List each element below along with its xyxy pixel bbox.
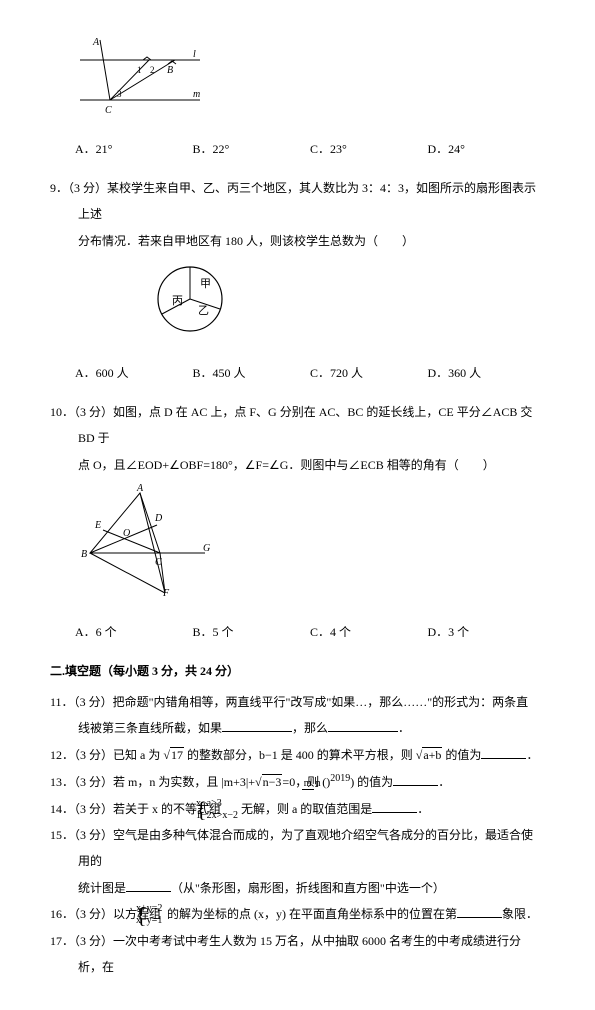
svg-text:甲: 甲 <box>200 278 211 290</box>
svg-text:O: O <box>123 528 130 539</box>
svg-text:C: C <box>155 557 162 568</box>
q10-opt-d: D．3 个 <box>428 619 546 645</box>
svg-text:1: 1 <box>137 65 142 75</box>
svg-text:3: 3 <box>117 89 122 99</box>
svg-text:乙: 乙 <box>198 304 209 317</box>
svg-text:A: A <box>136 483 144 494</box>
svg-text:D: D <box>154 513 163 524</box>
q9-opt-b: B．450 人 <box>193 360 311 386</box>
q14-line: 14．（3 分）若关于 x 的不等式组 {x−a>31−2x>x−2 无解，则 … <box>50 796 545 822</box>
q8-figure: A B C l m 1 2 3 <box>75 35 545 124</box>
q9-line1: 9．（3 分）某校学生来自甲、乙、丙三个地区，其人数比为 3：4：3，如图所示的… <box>50 175 545 228</box>
q8-opt-c: C．23° <box>310 136 428 162</box>
q11-line2: 线被第三条直线所截，如果，那么． <box>50 715 545 741</box>
q8-opt-a: A．21° <box>75 136 193 162</box>
q9-opt-d: D．360 人 <box>428 360 546 386</box>
q10-opt-c: C．4 个 <box>310 619 428 645</box>
q11-blank2 <box>328 719 398 732</box>
q9-options: A．600 人 B．450 人 C．720 人 D．360 人 <box>75 360 545 386</box>
svg-text:B: B <box>81 549 87 560</box>
q8-opt-d: D．24° <box>428 136 546 162</box>
svg-text:m: m <box>193 89 200 100</box>
q9-opt-a: A．600 人 <box>75 360 193 386</box>
q10-figure: A B C D E F G O <box>75 483 545 607</box>
q13-blank <box>393 773 438 786</box>
q11-line1: 11．（3 分）把命题"内错角相等，两直线平行"改写成"如果…，那么……"的形式… <box>50 689 545 715</box>
q12-blank <box>481 746 526 759</box>
q16-line: 16．（3 分）以方程组 {x+y=2x−y=1 的解为坐标的点 (x，y) 在… <box>50 901 545 927</box>
q10-opt-b: B．5 个 <box>193 619 311 645</box>
q10-opt-a: A．6 个 <box>75 619 193 645</box>
svg-text:B: B <box>167 65 173 76</box>
svg-text:l: l <box>193 49 196 60</box>
q10-line1: 10．（3 分）如图，点 D 在 AC 上，点 F、G 分别在 AC、BC 的延… <box>50 399 545 452</box>
q12-line: 12．（3 分）已知 a 为 √17 的整数部分，b−1 是 400 的算术平方… <box>50 742 545 768</box>
svg-text:丙: 丙 <box>172 295 183 307</box>
q10-line2: 点 O，且∠EOD+∠OBF=180°，∠F=∠G．则图中与∠ECB 相等的角有… <box>50 452 545 478</box>
svg-text:E: E <box>94 520 101 531</box>
q8-opt-b: B．22° <box>193 136 311 162</box>
q9-opt-c: C．720 人 <box>310 360 428 386</box>
q14-blank <box>372 800 417 813</box>
svg-text:2: 2 <box>150 65 155 75</box>
q9-line2: 分布情况．若来自甲地区有 180 人，则该校学生总数为（ ） <box>50 228 545 254</box>
q15-blank <box>126 879 171 892</box>
q13-line: 13．（3 分）若 m，n 为实数，且 |m+3|+√n−3=0，则 (mn)2… <box>50 768 545 795</box>
svg-text:A: A <box>92 37 100 48</box>
q15-line1: 15．（3 分）空气是由多种气体混合而成的，为了直观地介绍空气各成分的百分比，最… <box>50 822 545 875</box>
q16-blank <box>457 905 502 918</box>
q8-options: A．21° B．22° C．23° D．24° <box>75 136 545 162</box>
q10-options: A．6 个 B．5 个 C．4 个 D．3 个 <box>75 619 545 645</box>
svg-text:C: C <box>105 105 112 115</box>
svg-text:G: G <box>203 543 210 554</box>
q15-line2: 统计图是（从"条形图，扇形图，折线图和直方图"中选一个） <box>50 875 545 901</box>
svg-text:F: F <box>162 588 170 598</box>
section2-title: 二.填空题（每小题 3 分，共 24 分） <box>50 658 545 684</box>
q17-line: 17．（3 分）一次中考考试中考生人数为 15 万名，从中抽取 6000 名考生… <box>50 928 545 981</box>
q9-pie: 甲 乙 丙 <box>150 259 545 348</box>
q11-blank1 <box>222 719 292 732</box>
